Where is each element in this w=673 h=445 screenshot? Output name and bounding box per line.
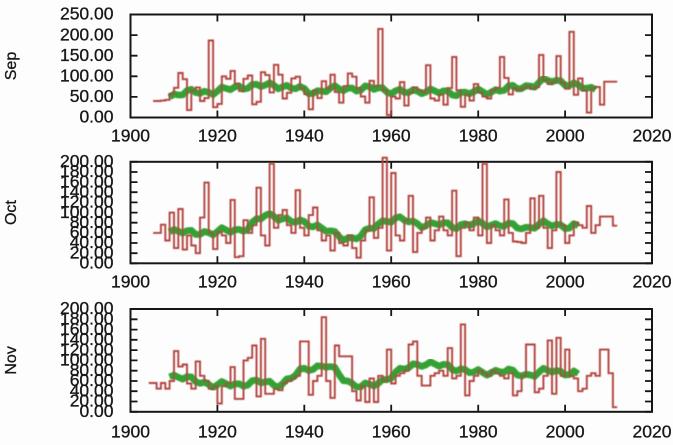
svg-text:1980: 1980 — [459, 272, 498, 292]
svg-text:1960: 1960 — [372, 126, 411, 146]
svg-text:2020: 2020 — [633, 422, 672, 442]
svg-text:20.00: 20.00 — [70, 242, 114, 262]
svg-text:50.00: 50.00 — [70, 86, 114, 106]
svg-text:1940: 1940 — [285, 126, 324, 146]
svg-text:60.00: 60.00 — [70, 222, 114, 242]
svg-text:160.00: 160.00 — [60, 171, 114, 191]
svg-text:80.00: 80.00 — [70, 212, 114, 232]
svg-text:1940: 1940 — [285, 272, 324, 292]
svg-text:0.00: 0.00 — [79, 107, 113, 127]
svg-text:1900: 1900 — [111, 422, 150, 442]
svg-text:180.00: 180.00 — [60, 309, 114, 329]
svg-text:200.00: 200.00 — [60, 298, 114, 318]
svg-text:120.00: 120.00 — [60, 339, 114, 359]
svg-text:150.00: 150.00 — [60, 45, 114, 65]
svg-text:140.00: 140.00 — [60, 181, 114, 201]
svg-text:200.00: 200.00 — [60, 24, 114, 44]
svg-text:Oct: Oct — [3, 200, 20, 225]
svg-text:Nov: Nov — [3, 346, 20, 374]
svg-text:2020: 2020 — [633, 272, 672, 292]
svg-text:180.00: 180.00 — [60, 161, 114, 181]
svg-text:2000: 2000 — [546, 422, 585, 442]
svg-text:1920: 1920 — [198, 272, 237, 292]
svg-text:200.00: 200.00 — [60, 151, 114, 171]
svg-text:1980: 1980 — [459, 126, 498, 146]
svg-text:0.00: 0.00 — [79, 401, 113, 421]
svg-text:2020: 2020 — [633, 126, 672, 146]
svg-text:80.00: 80.00 — [70, 360, 114, 380]
svg-text:1980: 1980 — [459, 422, 498, 442]
svg-text:160.00: 160.00 — [60, 319, 114, 339]
svg-text:20.00: 20.00 — [70, 391, 114, 411]
svg-text:2000: 2000 — [546, 272, 585, 292]
svg-text:1920: 1920 — [198, 422, 237, 442]
svg-text:0.00: 0.00 — [79, 253, 113, 273]
svg-text:100.00: 100.00 — [60, 350, 114, 370]
svg-text:1900: 1900 — [111, 272, 150, 292]
svg-text:1920: 1920 — [198, 126, 237, 146]
svg-text:1900: 1900 — [111, 126, 150, 146]
svg-text:1940: 1940 — [285, 422, 324, 442]
svg-text:40.00: 40.00 — [70, 380, 114, 400]
svg-text:100.00: 100.00 — [60, 202, 114, 222]
svg-text:120.00: 120.00 — [60, 192, 114, 212]
svg-text:140.00: 140.00 — [60, 329, 114, 349]
svg-text:100.00: 100.00 — [60, 66, 114, 86]
svg-text:2000: 2000 — [546, 126, 585, 146]
svg-text:60.00: 60.00 — [70, 370, 114, 390]
svg-text:40.00: 40.00 — [70, 232, 114, 252]
svg-text:250.00: 250.00 — [60, 4, 114, 24]
svg-text:1960: 1960 — [372, 422, 411, 442]
svg-text:Sep: Sep — [3, 52, 20, 81]
svg-text:1960: 1960 — [372, 272, 411, 292]
